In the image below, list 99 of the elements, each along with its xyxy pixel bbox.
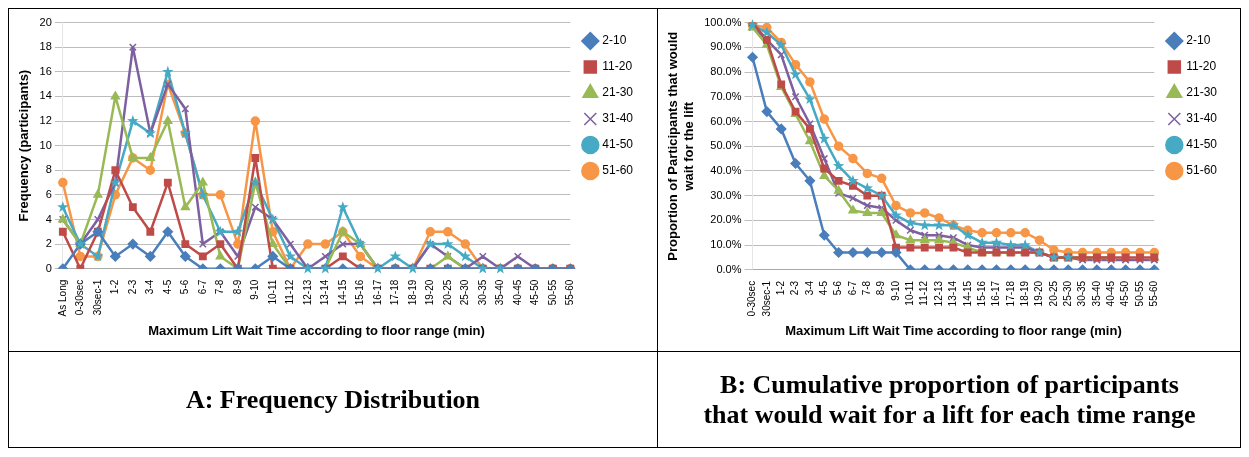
y-tick-label: 0.0% (716, 262, 742, 275)
x-tick-label: 11-12 (918, 280, 930, 306)
x-tick-label: 45-50 (529, 279, 541, 306)
x-tick-label: 14-15 (336, 279, 348, 306)
y-tick-label: 4 (45, 212, 52, 225)
x-tick-label: 0-30sec (746, 280, 758, 317)
legend-label: 21-30 (1186, 85, 1218, 100)
x-tick-label: 14-15 (961, 280, 973, 307)
x-axis-title: Maximum Lift Wait Time according to floor range (min) (785, 322, 1122, 338)
x-tick-label: 55-60 (1148, 280, 1160, 307)
legend-label: 41-50 (602, 137, 634, 152)
x-tick-label: 11-12 (284, 279, 296, 305)
x-tick-label: 35-40 (494, 279, 506, 306)
x-tick-label: 10-11 (266, 279, 278, 305)
y-tick-label: 20.0% (710, 213, 742, 226)
x-tick-label: 30sec-1 (760, 280, 772, 317)
x-tick-label: 5-6 (832, 280, 844, 296)
x-tick-label: 3-4 (803, 280, 815, 296)
y-tick-label: 16 (39, 64, 52, 77)
x-tick-label: 17-18 (1004, 280, 1016, 307)
x-tick-label: 19-20 (1033, 280, 1045, 307)
x-tick-label: 7-8 (861, 280, 873, 296)
x-tick-label: 55-60 (564, 279, 576, 306)
x-tick-label: 35-40 (1090, 280, 1102, 307)
x-tick-label: 2-3 (126, 279, 138, 295)
y-tick-label: 10.0% (710, 238, 742, 251)
x-tick-label: 25-30 (459, 279, 471, 306)
legend-label: 11-20 (602, 59, 633, 74)
x-tick-label: 30-35 (1076, 280, 1088, 307)
y-tick-label: 90.0% (710, 40, 742, 53)
x-tick-label: 45-50 (1119, 280, 1131, 307)
x-tick-label: 15-16 (975, 280, 987, 307)
y-tick-label: 50.0% (710, 139, 742, 152)
x-tick-label: 12-13 (932, 280, 944, 307)
y-tick-label: 60.0% (710, 114, 742, 127)
x-tick-label: 13-14 (947, 280, 959, 307)
x-tick-label: 30-35 (476, 279, 488, 306)
x-tick-label: 1-2 (774, 280, 786, 296)
x-tick-label: 5-6 (179, 279, 191, 295)
legend-label: 51-60 (602, 163, 634, 178)
legend-label: 11-20 (1186, 59, 1217, 74)
x-tick-label: 7-8 (214, 279, 226, 295)
x-tick-label: 40-45 (1105, 280, 1117, 307)
y-axis-title: Frequency (participants) (16, 69, 32, 222)
x-tick-label: 18-19 (1018, 280, 1030, 307)
x-tick-label: 10-11 (904, 280, 916, 306)
x-tick-label: 6-7 (196, 279, 208, 295)
y-tick-label: 20 (39, 15, 52, 28)
legend-label: 41-50 (1186, 137, 1218, 152)
x-tick-label: 16-17 (990, 280, 1002, 307)
text: A: Frequency Distribution (184, 383, 482, 416)
x-tick-label: 50-55 (1133, 280, 1145, 307)
x-tick-label: 18-19 (406, 279, 418, 306)
x-tick-label: 1-2 (109, 279, 121, 295)
legend-label: 31-40 (1186, 111, 1218, 126)
x-tick-label: 2-3 (789, 280, 801, 296)
x-tick-label: 16-17 (371, 279, 383, 306)
x-tick-label: 8-9 (231, 279, 243, 295)
legend-label: 2-10 (602, 33, 627, 48)
x-tick-label: 8-9 (875, 280, 887, 296)
x-tick-label: 19-20 (424, 279, 436, 306)
x-tick-label: 4-5 (818, 280, 830, 296)
x-tick-label: 6-7 (846, 280, 858, 296)
x-tick-label: 3-4 (144, 279, 156, 295)
y-tick-label: 100.0% (704, 15, 742, 28)
x-tick-label: As Long (56, 279, 68, 317)
legend-label: 2-10 (1186, 33, 1211, 48)
x-tick-label: 30sec-1 (91, 279, 103, 316)
x-tick-label: 13-14 (319, 279, 331, 306)
x-tick-label: 4-5 (161, 279, 173, 295)
x-tick-label: 17-18 (389, 279, 401, 306)
y-tick-label: 10 (39, 138, 52, 151)
x-tick-label: 20-25 (1047, 280, 1059, 307)
x-tick-label: 0-30sec (74, 279, 86, 316)
y-tick-label: 12 (39, 114, 52, 127)
y-tick-label: 6 (45, 187, 52, 200)
x-tick-label: 9-10 (249, 279, 261, 300)
y-tick-label: 18 (39, 40, 52, 53)
legend-label: 51-60 (1186, 163, 1218, 178)
x-tick-label: 15-16 (354, 279, 366, 306)
legend-label: 21-30 (602, 85, 634, 100)
y-tick-label: 40.0% (710, 163, 742, 176)
x-tick-label: 12-13 (301, 279, 313, 306)
y-tick-label: 0 (45, 261, 52, 274)
y-tick-label: 30.0% (710, 188, 742, 201)
x-tick-label: 50-55 (546, 279, 558, 306)
x-tick-label: 25-30 (1061, 280, 1073, 307)
x-tick-label: 20-25 (441, 279, 453, 306)
y-axis-title: Proportion of Participants that would wait for the lift (665, 31, 696, 261)
legend-label: 31-40 (602, 111, 634, 126)
x-tick-label: 40-45 (511, 279, 523, 306)
x-tick-label: 9-10 (889, 280, 901, 301)
y-tick-label: 80.0% (710, 65, 742, 78)
y-tick-label: 14 (39, 89, 52, 102)
y-tick-label: 2 (45, 237, 52, 250)
y-tick-label: 70.0% (710, 89, 742, 102)
y-tick-label: 8 (45, 163, 52, 176)
text: B: Cumulative proportion of participants that would wait for a lift for each time range (702, 368, 1197, 431)
x-axis-title: Maximum Lift Wait Time according to floor range (min) (148, 322, 485, 338)
